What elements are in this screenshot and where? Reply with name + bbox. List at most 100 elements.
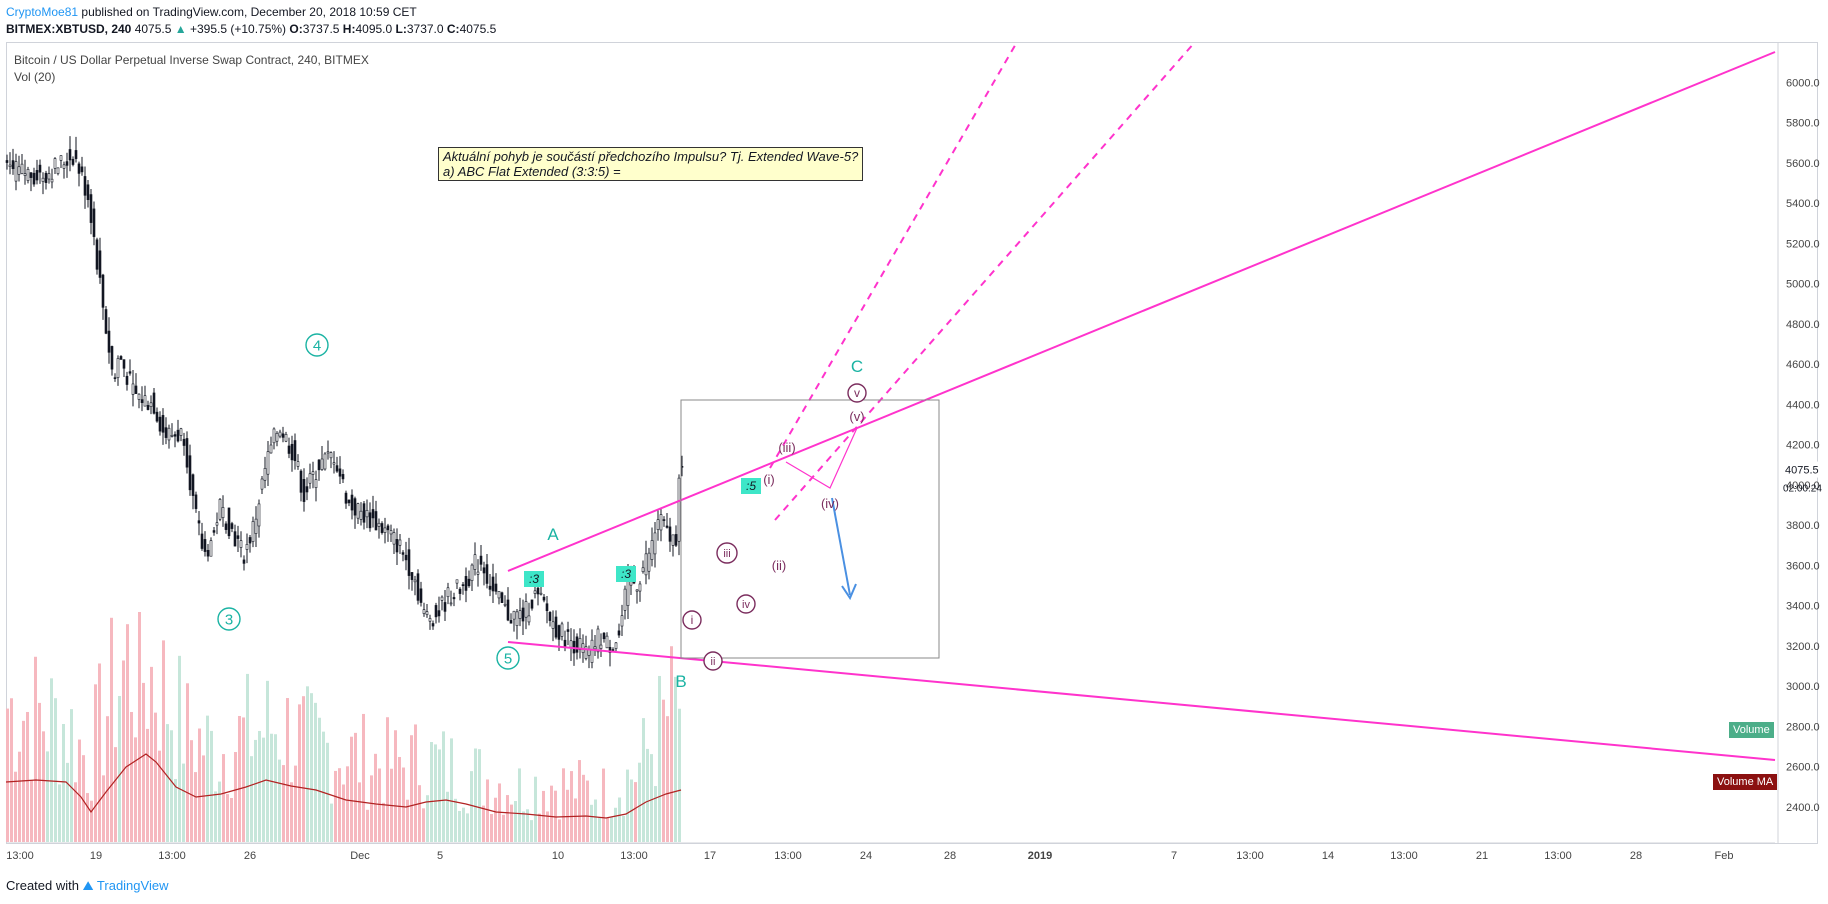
ratio-tag-5: :5 (746, 479, 756, 493)
candle-body (164, 427, 168, 438)
volume-bar (66, 762, 69, 842)
candle-body (17, 166, 21, 175)
wave-label-paren-i: (i) (763, 472, 775, 487)
candle-body (452, 597, 456, 600)
volume-bar (658, 675, 661, 842)
volume-ma-line (5, 753, 682, 819)
x-tick-label: 28 (1630, 850, 1642, 862)
volume-bar (238, 715, 241, 842)
volume-bar (190, 740, 193, 842)
volume-bar (170, 730, 173, 842)
candle-body (659, 514, 663, 531)
candle-body (377, 522, 381, 527)
wave-label-iii-circle (716, 542, 738, 564)
volume-bar (646, 748, 649, 842)
wave-label-v-circle (847, 383, 867, 403)
candle-body (221, 507, 225, 518)
candle-body (494, 583, 498, 592)
volume-bar (654, 786, 657, 842)
candle-body (476, 571, 480, 575)
candle-body (98, 250, 102, 278)
volume-bar (158, 750, 161, 842)
candle-body (458, 588, 462, 594)
candle-body (500, 592, 504, 603)
candle-body (440, 596, 444, 601)
candle-body (602, 632, 606, 640)
x-tick-label: 13:00 (1236, 850, 1264, 862)
volume-bar (106, 716, 109, 842)
candle-body (53, 158, 57, 169)
candle-body (167, 427, 171, 441)
volume-bar (294, 765, 297, 842)
volume-bar (618, 797, 621, 842)
volume-bar (666, 716, 669, 842)
candle-body (266, 451, 270, 475)
volume-bar (374, 753, 377, 842)
candle-body (470, 564, 474, 581)
volume-bar (94, 684, 97, 842)
volume-bar (638, 762, 641, 842)
candle-body (83, 176, 87, 196)
candle-body (101, 274, 105, 308)
candle-body (356, 503, 360, 519)
candle-body (395, 539, 399, 553)
candle-body (209, 540, 213, 557)
candle-body (329, 452, 333, 459)
candle-body (263, 468, 267, 481)
candle-body (41, 177, 45, 182)
volume-bar (286, 698, 289, 842)
volume-bar (358, 782, 361, 842)
volume-bar (606, 817, 609, 842)
candle-body (488, 585, 492, 590)
volume-bar (126, 624, 129, 842)
volume-bar (150, 666, 153, 842)
wave-label-ii: ii (711, 656, 716, 668)
volume-bar (90, 800, 93, 842)
footer-brand[interactable]: TradingView (96, 878, 169, 893)
volume-bar (214, 791, 217, 842)
x-tick-label: Dec (350, 850, 370, 862)
candle-body (305, 486, 309, 493)
candle-body (614, 642, 618, 649)
annotation-note[interactable]: Aktuální pohyb je součástí předchozího I… (438, 147, 864, 181)
candle-body (533, 590, 537, 594)
candle-body (338, 468, 342, 477)
volume-bar (50, 678, 53, 842)
candle-body (293, 440, 297, 462)
candle-body (512, 610, 516, 620)
volume-bar (398, 756, 401, 842)
candle-body (473, 554, 477, 570)
candle-body (374, 511, 378, 531)
volume-bar (406, 799, 409, 842)
volume-bar (530, 820, 533, 842)
volume-bar (230, 798, 233, 842)
volume-bar (202, 755, 205, 842)
candle-body (59, 155, 63, 161)
candle-body (509, 620, 513, 624)
indicator-label: Vol (20) (14, 70, 56, 84)
x-tick-label: 21 (1476, 850, 1488, 862)
candle-body (401, 552, 405, 555)
volume-bar (46, 751, 49, 842)
candle-body (11, 160, 15, 170)
volume-bar (674, 676, 677, 842)
x-tick-label: 13:00 (620, 850, 648, 862)
candle-body (275, 432, 279, 442)
candle-body (248, 537, 252, 544)
candle-body (611, 649, 615, 651)
ticker-line: BITMEX:XBTUSD, 240 4075.5 ▲ +395.5 (+10.… (6, 22, 496, 36)
volume-bar (54, 698, 57, 842)
author-link[interactable]: CryptoMoe81 (6, 5, 79, 19)
candle-body (443, 602, 447, 612)
volume-bar (546, 811, 549, 842)
candle-body (362, 503, 366, 523)
candle-body (113, 377, 117, 379)
wave-label-i-circle (682, 610, 702, 630)
wave-label-3: 3 (225, 611, 233, 628)
candle-body (158, 416, 162, 432)
ratio-tag-3b-bg (616, 566, 636, 582)
volume-bar (334, 770, 337, 842)
volume-bar (454, 798, 457, 842)
y-tick-label: 4200.0 (1786, 440, 1820, 452)
